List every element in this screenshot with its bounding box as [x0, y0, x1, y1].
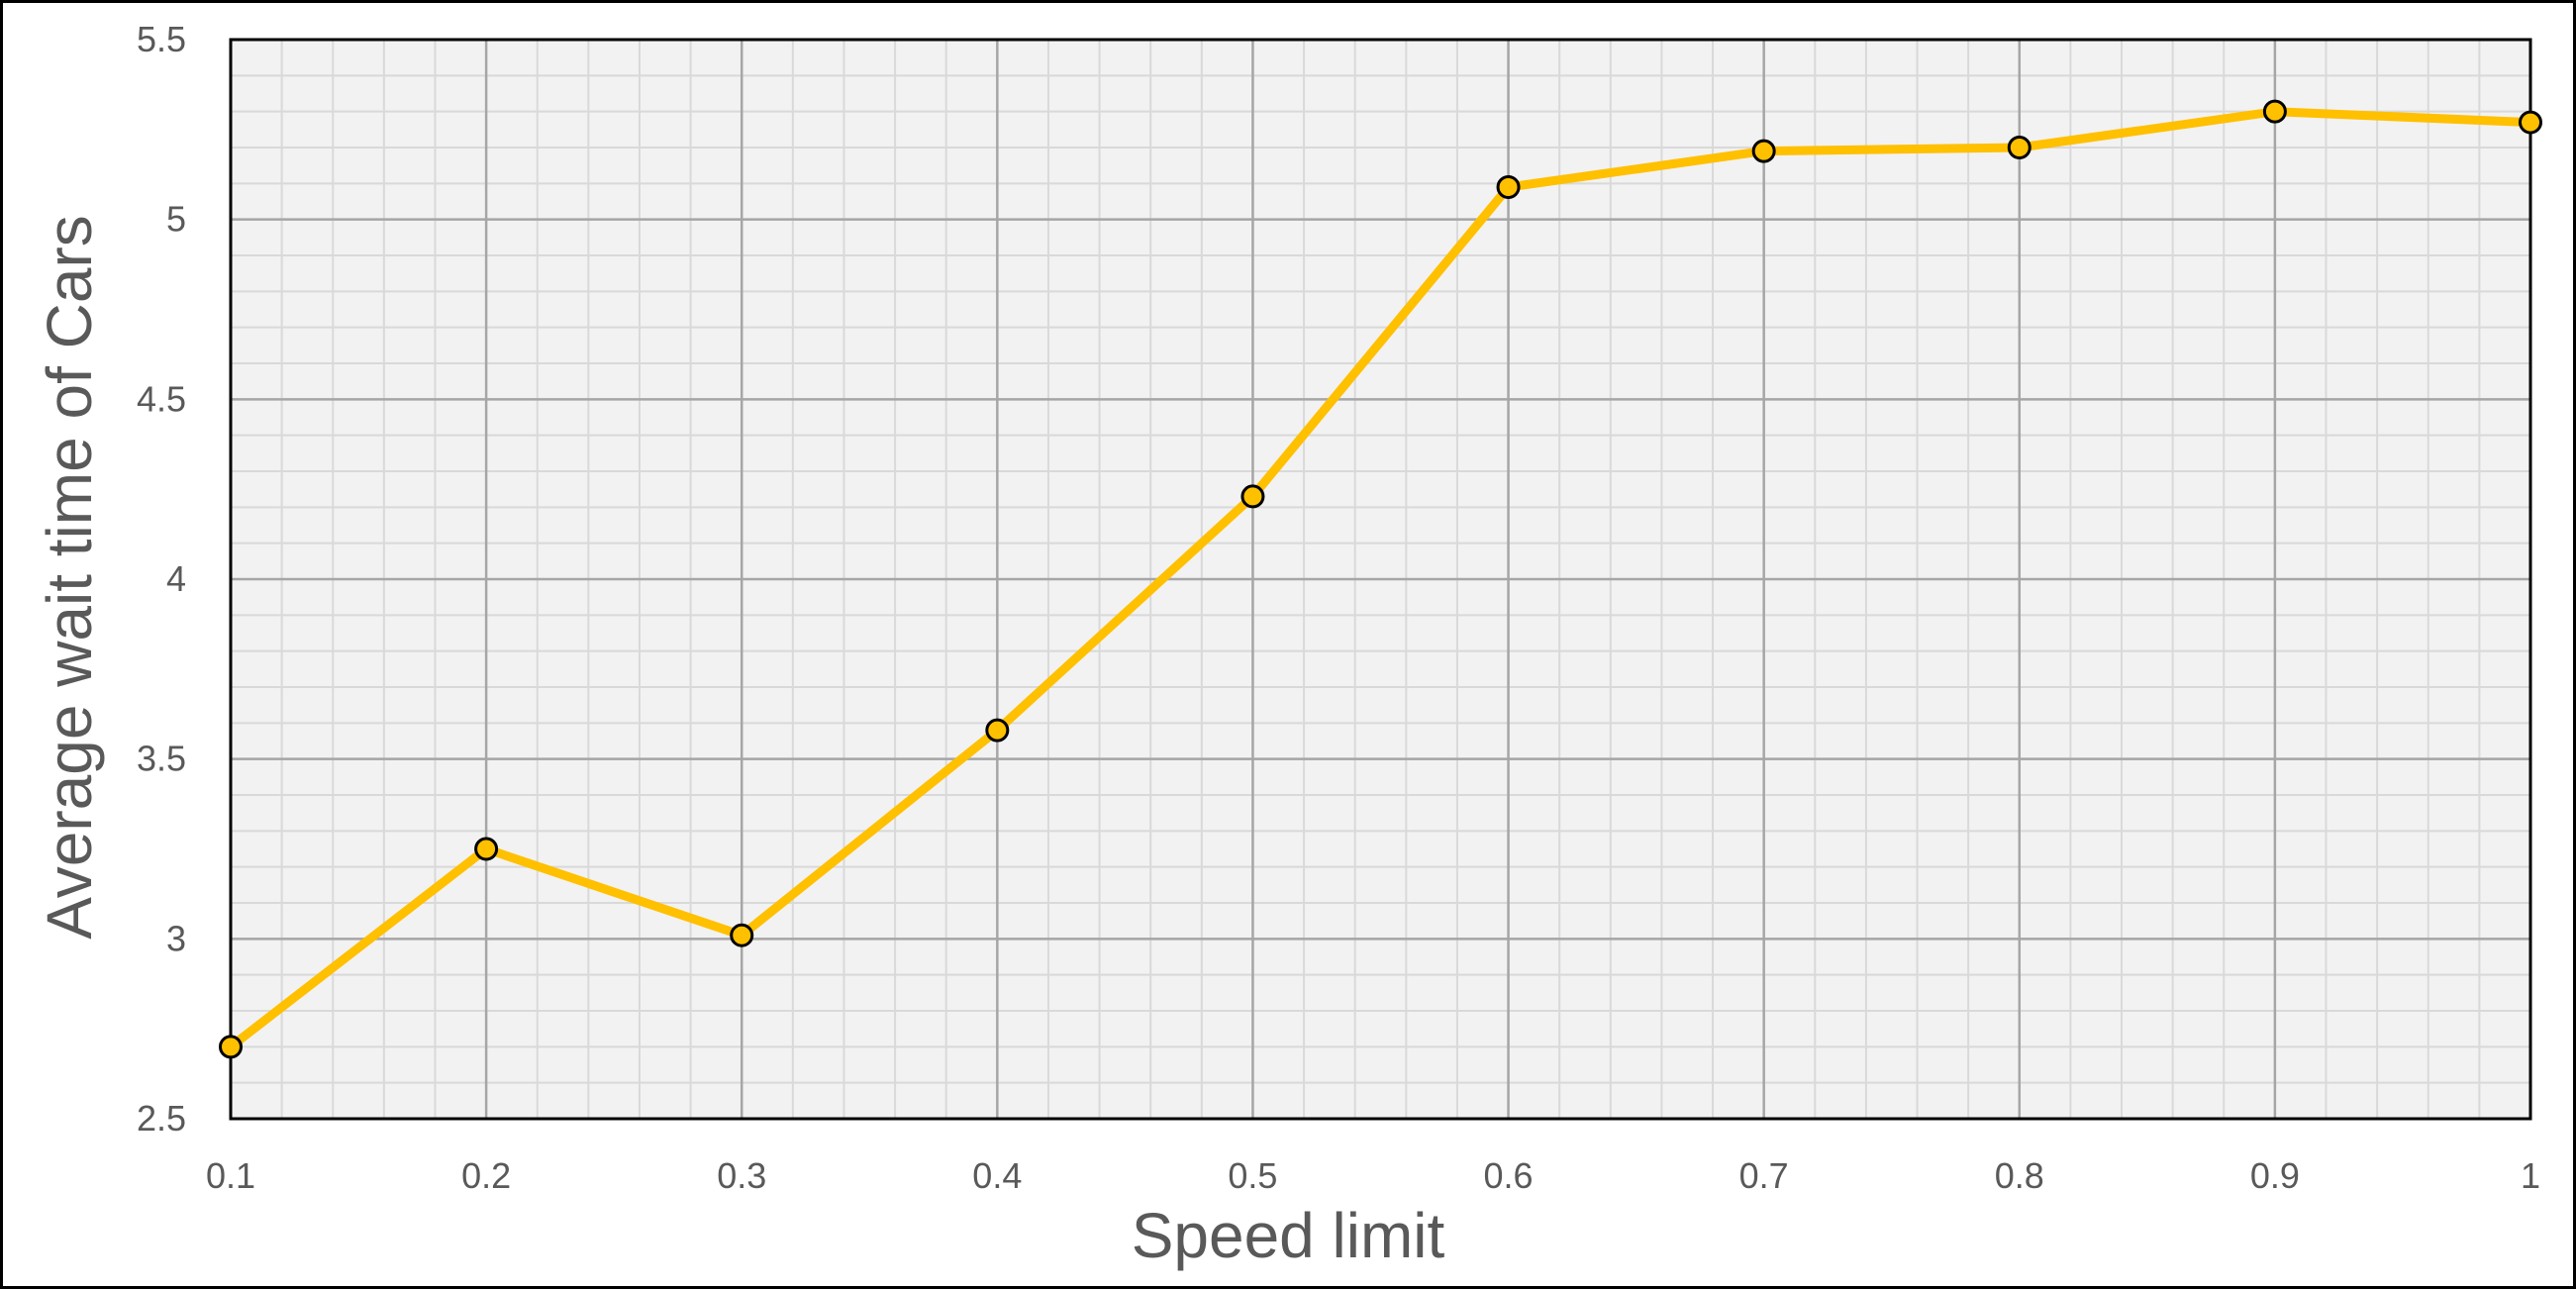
y-tick-label: 4 [166, 558, 186, 599]
data-point [1496, 174, 1521, 199]
x-tick-label: 0.6 [1484, 1155, 1534, 1196]
y-tick-label: 3.5 [137, 739, 186, 779]
data-point [1751, 139, 1776, 163]
x-tick-label: 0.9 [2250, 1155, 2300, 1196]
y-tick-label: 5 [166, 199, 186, 240]
x-tick-label: 0.5 [1228, 1155, 1277, 1196]
data-point [2519, 110, 2542, 135]
data-point [2262, 99, 2287, 124]
series-markers [219, 99, 2542, 1059]
x-tick-label: 0.3 [717, 1155, 766, 1196]
y-tick-label: 3 [166, 918, 186, 958]
plot-frame [229, 38, 2532, 1121]
data-point [474, 837, 499, 861]
x-tick-label: 0.4 [972, 1155, 1022, 1196]
data-point [1240, 484, 1265, 509]
data-point [985, 718, 1010, 743]
data-point [219, 1035, 243, 1059]
x-tick-label: 0.2 [461, 1155, 511, 1196]
y-axis-tick-labels: 2.5 3 3.5 4 4.5 5 5.5 [137, 19, 186, 1139]
x-axis-title: Speed limit [1132, 1200, 1445, 1271]
x-tick-label: 0.1 [206, 1155, 255, 1196]
y-tick-label: 2.5 [137, 1098, 186, 1139]
x-tick-label: 0.7 [1739, 1155, 1789, 1196]
x-tick-label: 1 [2521, 1155, 2540, 1196]
data-point [730, 923, 754, 947]
series-line [228, 107, 2531, 1050]
major-gridlines [229, 38, 2532, 1121]
y-tick-label: 5.5 [137, 19, 186, 59]
y-axis-title: Average wait time of Cars [34, 215, 105, 940]
x-axis-tick-labels: 0.1 0.2 0.3 0.4 0.5 0.6 0.7 0.8 0.9 1 [206, 1155, 2540, 1196]
x-tick-label: 0.8 [1995, 1155, 2044, 1196]
data-point [2007, 136, 2031, 159]
y-tick-label: 4.5 [137, 378, 186, 419]
